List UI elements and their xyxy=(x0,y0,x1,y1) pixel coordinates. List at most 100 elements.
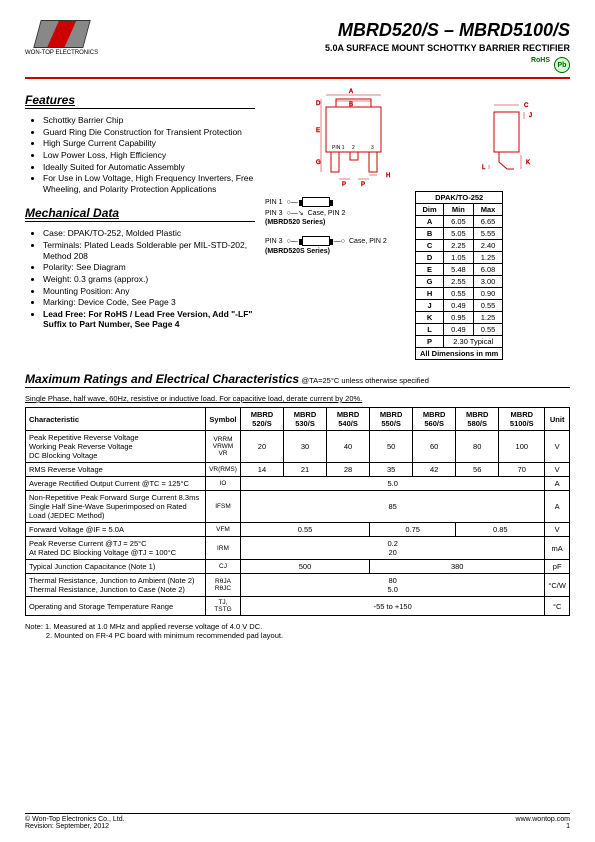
sym-cell: IFSM xyxy=(206,491,241,523)
footer-left: © Won-Top Electronics Co., Ltd. Revision… xyxy=(25,816,125,830)
divider xyxy=(25,387,570,388)
sym-cell: VRRM VRWM VR xyxy=(206,431,241,463)
dim-cell: H xyxy=(416,288,444,300)
mech-item-leadfree: Lead Free: For RoHS / Lead Free Version,… xyxy=(43,309,255,330)
unit-cell: A xyxy=(545,477,570,491)
svg-text:K: K xyxy=(526,160,530,166)
svg-text:P: P xyxy=(361,182,365,187)
ratings-table: Characteristic Symbol MBRD 520/S MBRD 53… xyxy=(25,407,570,616)
svg-text:P: P xyxy=(342,182,346,187)
dim-cell: 0.55 xyxy=(444,288,474,300)
val-cell: 100 xyxy=(499,431,545,463)
val-cell: 500 xyxy=(240,560,369,574)
series-label: (MBRD520S Series) xyxy=(265,248,405,255)
divider xyxy=(25,108,255,109)
dpak-side-view: C J K L xyxy=(479,87,539,187)
val-cell: 42 xyxy=(413,463,456,477)
header: WON-TOP ELECTRONICS MBRD520/S – MBRD5100… xyxy=(25,20,570,73)
series-label: (MBRD520 Series) xyxy=(265,219,405,226)
col-header: MBRD 520/S xyxy=(240,408,283,431)
dim-cell: 2.30 Typical xyxy=(444,336,503,348)
char-cell: Peak Reverse Current @TJ = 25°C At Rated… xyxy=(26,537,206,560)
dim-cell: 0.55 xyxy=(473,300,503,312)
mech-item: Marking: Device Code, See Page 3 xyxy=(43,297,255,308)
pin-label: PIN 3 xyxy=(265,238,283,245)
pin-label: Case, PIN 2 xyxy=(349,238,387,245)
char-cell: Non-Repetitive Peak Forward Surge Curren… xyxy=(26,491,206,523)
unit-cell: pF xyxy=(545,560,570,574)
char-cell: Operating and Storage Temperature Range xyxy=(26,597,206,616)
single-phase-note: Single Phase, half wave, 60Hz, resistive… xyxy=(25,394,570,403)
val-cell: 35 xyxy=(370,463,413,477)
unit-cell: A xyxy=(545,491,570,523)
dim-cell: 6.65 xyxy=(473,216,503,228)
unit-cell: °C xyxy=(545,597,570,616)
ratings-conditions: @TA=25°C unless otherwise specified xyxy=(301,376,428,385)
feature-item: Ideally Suited for Automatic Assembly xyxy=(43,162,255,173)
feature-item: Low Power Loss, High Efficiency xyxy=(43,150,255,161)
svg-text:C: C xyxy=(524,103,529,109)
sym-cell: CJ xyxy=(206,560,241,574)
dimension-table: DPAK/TO-252 Dim Min Max A6.056.65 B5.055… xyxy=(415,191,503,360)
svg-text:J: J xyxy=(529,113,532,119)
val-cell: 5.0 xyxy=(240,477,544,491)
unit-cell: V xyxy=(545,523,570,537)
features-column: Features Schottky Barrier Chip Guard Rin… xyxy=(25,87,255,360)
mech-item: Case: DPAK/TO-252, Molded Plastic xyxy=(43,228,255,239)
dim-cell: 5.48 xyxy=(444,264,474,276)
dim-cell: 2.55 xyxy=(444,276,474,288)
dim-cell: 3.00 xyxy=(473,276,503,288)
dim-cell: C xyxy=(416,240,444,252)
char-cell: Forward Voltage @IF = 5.0A xyxy=(26,523,206,537)
val-cell: 20 xyxy=(240,431,283,463)
col-header: MBRD 540/S xyxy=(327,408,370,431)
unit-cell: °C/W xyxy=(545,574,570,597)
svg-text:H: H xyxy=(386,173,390,179)
dim-cell: 1.25 xyxy=(473,252,503,264)
page: WON-TOP ELECTRONICS MBRD520/S – MBRD5100… xyxy=(0,0,595,842)
copyright: © Won-Top Electronics Co., Ltd. xyxy=(25,816,125,823)
pin-diagrams: PIN 1 ○— PIN 3 ○—↘ Case, PIN 2 (MBRD520 … xyxy=(265,191,405,360)
val-cell: 0.75 xyxy=(370,523,456,537)
company-logo xyxy=(33,20,91,48)
col-header: MBRD 560/S xyxy=(413,408,456,431)
sym-cell: VR(RMS) xyxy=(206,463,241,477)
sym-cell: VFM xyxy=(206,523,241,537)
svg-text:G: G xyxy=(316,160,321,166)
val-cell: 50 xyxy=(370,431,413,463)
val-cell: 14 xyxy=(240,463,283,477)
char-cell: Typical Junction Capacitance (Note 1) xyxy=(26,560,206,574)
val-cell: 85 xyxy=(240,491,544,523)
company-name: WON-TOP ELECTRONICS xyxy=(25,50,98,56)
mech-item: Terminals: Plated Leads Solderable per M… xyxy=(43,240,255,261)
svg-text:D: D xyxy=(316,101,321,107)
dim-cell: 0.49 xyxy=(444,300,474,312)
dim-cell: 0.95 xyxy=(444,312,474,324)
mech-item: Polarity: See Diagram xyxy=(43,262,255,273)
col-header: MBRD 530/S xyxy=(284,408,327,431)
col-header: Characteristic xyxy=(26,408,206,431)
val-cell: 0.220 xyxy=(240,537,544,560)
val-cell: 40 xyxy=(327,431,370,463)
rohs-badge: RoHS xyxy=(531,57,550,73)
unit-cell: V xyxy=(545,431,570,463)
dim-col: Min xyxy=(444,204,474,216)
sym-cell: TJ, TSTG xyxy=(206,597,241,616)
dim-cell: G xyxy=(416,276,444,288)
dim-cell: 1.25 xyxy=(473,312,503,324)
divider xyxy=(25,221,255,222)
val-cell: 30 xyxy=(284,431,327,463)
char-cell: Average Rectified Output Current @TC = 1… xyxy=(26,477,206,491)
svg-text:PIN 1: PIN 1 xyxy=(332,145,345,151)
val-cell: 21 xyxy=(284,463,327,477)
title-block: MBRD520/S – MBRD5100/S 5.0A SURFACE MOUN… xyxy=(325,20,570,73)
note-2: 2. Mounted on FR-4 PC board with minimum… xyxy=(25,631,570,640)
dim-cell: 2.25 xyxy=(444,240,474,252)
col-header: MBRD 5100/S xyxy=(499,408,545,431)
pin-label: PIN 3 xyxy=(265,210,283,217)
features-list: Schottky Barrier Chip Guard Ring Die Con… xyxy=(25,115,255,194)
note-1: Note: 1. Measured at 1.0 MHz and applied… xyxy=(25,622,570,631)
val-cell: 0.55 xyxy=(240,523,369,537)
col-header: MBRD 580/S xyxy=(456,408,499,431)
revision: Revision: September, 2012 xyxy=(25,823,125,830)
